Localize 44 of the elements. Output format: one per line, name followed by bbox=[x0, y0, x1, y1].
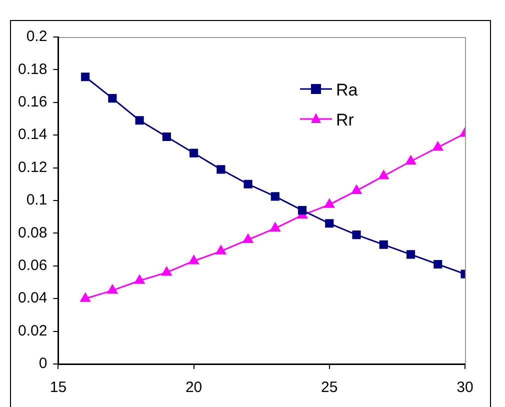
point bbox=[216, 165, 226, 174]
y-tick-label: 0.14 bbox=[18, 126, 48, 144]
point bbox=[406, 156, 416, 165]
point bbox=[162, 266, 172, 276]
legend-label: Ra bbox=[336, 80, 358, 100]
point bbox=[270, 192, 280, 201]
y-tick-label: 0.18 bbox=[18, 60, 48, 78]
y-tick-label: 0 bbox=[38, 355, 48, 372]
point bbox=[406, 250, 416, 259]
point bbox=[298, 206, 307, 215]
point bbox=[80, 292, 90, 302]
point bbox=[216, 245, 226, 254]
point bbox=[244, 180, 252, 188]
point bbox=[378, 170, 389, 180]
point bbox=[379, 240, 388, 249]
point bbox=[81, 72, 90, 82]
point bbox=[134, 274, 145, 284]
x-tick-label: 20 bbox=[185, 379, 202, 396]
y-tick-label: 0.04 bbox=[18, 290, 48, 307]
point bbox=[434, 260, 442, 269]
point bbox=[325, 219, 334, 228]
point bbox=[242, 234, 254, 243]
y-tick-label: 0.12 bbox=[18, 158, 48, 176]
x-tick-label: 30 bbox=[456, 379, 474, 396]
point bbox=[352, 230, 361, 240]
point bbox=[190, 148, 198, 158]
point bbox=[351, 184, 362, 194]
y-tick-label: 0.06 bbox=[18, 257, 48, 274]
y-tick-label: 0.1 bbox=[26, 192, 48, 209]
point bbox=[324, 198, 334, 208]
y-tick-label: 0.08 bbox=[18, 224, 48, 242]
point bbox=[188, 255, 199, 264]
y-tick-label: 0.02 bbox=[18, 322, 48, 340]
y-tick-label: 0.16 bbox=[18, 94, 48, 111]
point bbox=[432, 142, 443, 151]
point bbox=[108, 94, 117, 103]
y-tick-label: 0.2 bbox=[26, 28, 48, 46]
legend-label: Rr bbox=[336, 110, 354, 130]
x-tick-label: 15 bbox=[50, 379, 67, 396]
x-tick-label: 25 bbox=[321, 379, 338, 396]
point bbox=[270, 222, 280, 232]
point bbox=[135, 116, 144, 125]
point bbox=[162, 132, 171, 142]
point bbox=[107, 284, 118, 294]
